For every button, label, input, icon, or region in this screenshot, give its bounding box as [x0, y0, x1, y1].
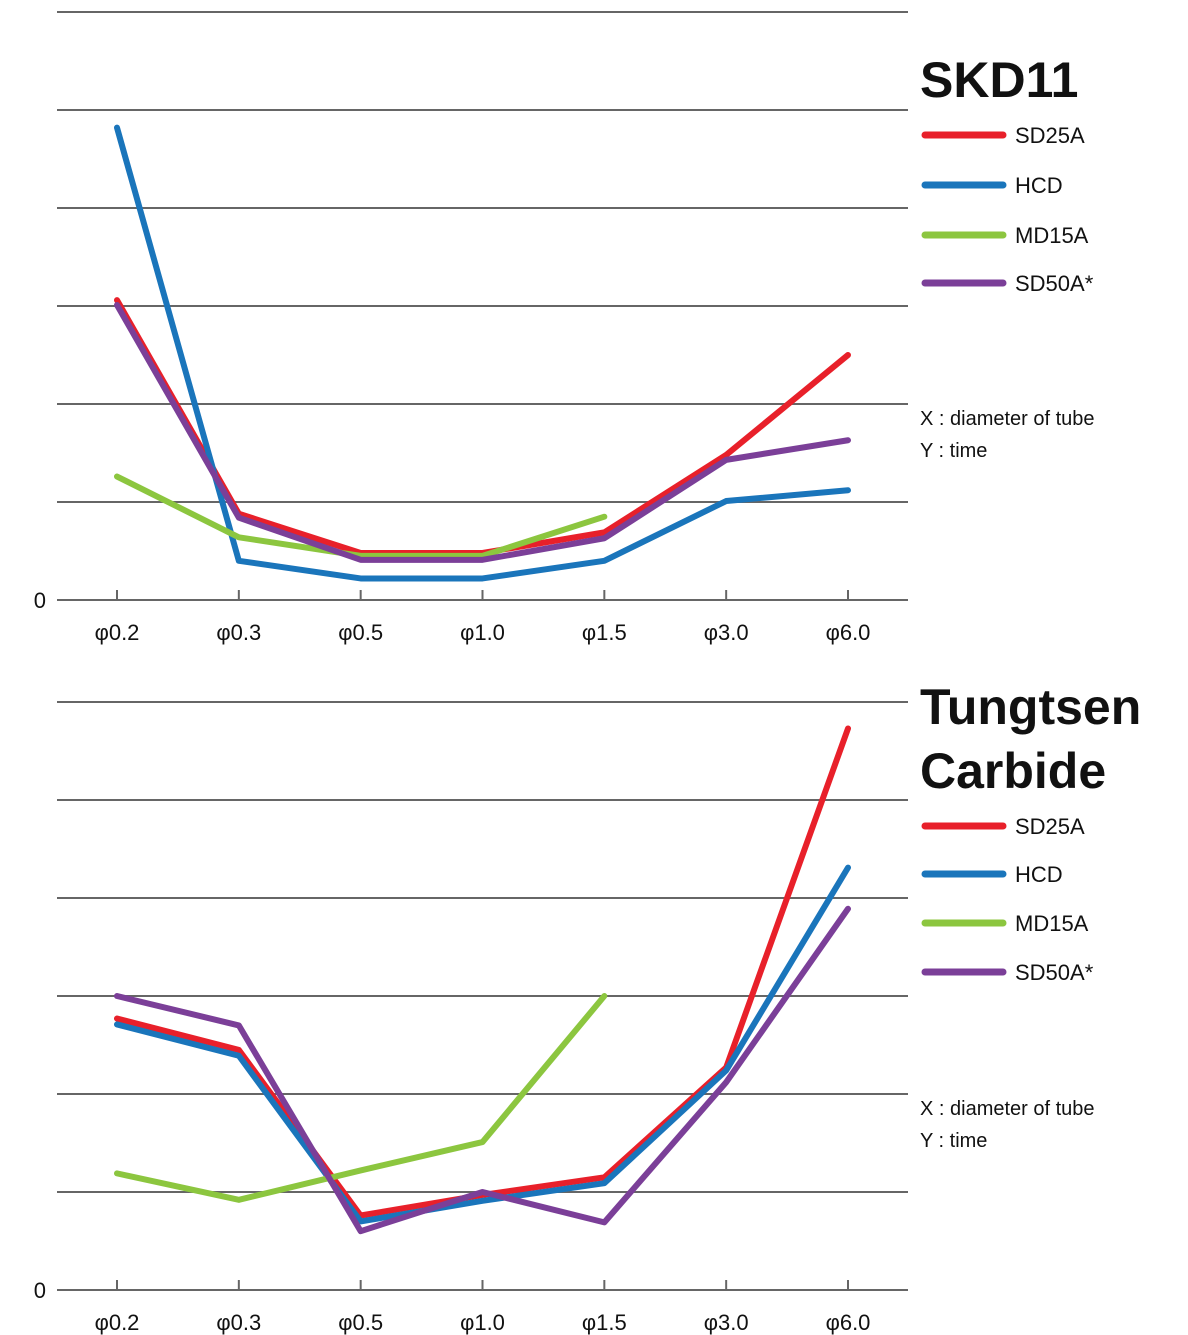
x-tick-label: φ0.5 [338, 1310, 383, 1335]
x-tick-label: φ6.0 [826, 1310, 871, 1335]
legend-label: SD25A [1015, 814, 1085, 839]
annotation: X : diameter of tube [920, 408, 1095, 430]
legend-label: SD25A [1015, 123, 1085, 148]
legend-label: HCD [1015, 862, 1063, 887]
x-tick-label: φ6.0 [826, 620, 871, 645]
legend-label: MD15A [1015, 223, 1089, 248]
chart-title: Tungtsen Carbide [920, 679, 1142, 799]
x-tick-label: φ1.0 [460, 620, 505, 645]
y-tick-label: 0 [34, 588, 46, 613]
x-tick-label: φ0.2 [95, 1310, 140, 1335]
x-tick-label: φ0.3 [216, 620, 261, 645]
annotation: Y : time [920, 1130, 987, 1152]
series-line [114, 473, 608, 559]
legend-label: SD50A* [1015, 960, 1094, 985]
x-tick-label: φ1.5 [582, 1310, 627, 1335]
x-tick-label: φ0.2 [95, 620, 140, 645]
x-tick-label: φ1.5 [582, 620, 627, 645]
legend-label: HCD [1015, 173, 1063, 198]
x-tick-label: φ3.0 [704, 620, 749, 645]
annotation: X : diameter of tube [920, 1098, 1095, 1120]
series-line [114, 864, 851, 1225]
x-tick-label: φ3.0 [704, 1310, 749, 1335]
chart-title: SKD11 [920, 52, 1079, 108]
series-line [114, 905, 851, 1235]
y-tick-label: 0 [34, 1278, 46, 1303]
legend-label: MD15A [1015, 911, 1089, 936]
legend-label: SD50A* [1015, 271, 1094, 296]
series-line [114, 302, 851, 563]
x-tick-label: φ1.0 [460, 1310, 505, 1335]
series-line [114, 993, 608, 1203]
x-tick-label: φ0.5 [338, 620, 383, 645]
annotation: Y : time [920, 440, 987, 462]
x-tick-label: φ0.3 [216, 1310, 261, 1335]
series-line [114, 124, 851, 582]
